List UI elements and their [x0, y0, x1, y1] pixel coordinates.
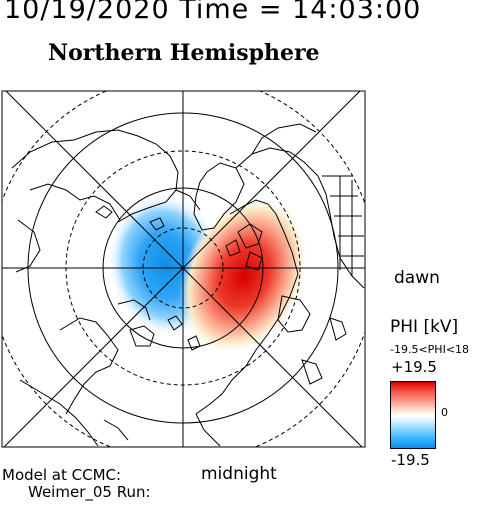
colorbar-max-label: +19.5: [391, 358, 437, 376]
colorbar-title: PHI [kV]: [390, 317, 459, 337]
colorbar-range: -19.5<PHI<18: [390, 343, 470, 356]
positive-potential-cell: [179, 197, 309, 355]
model-label: Model at CCMC:: [2, 466, 122, 484]
colorbar: [390, 381, 436, 449]
coastlines: [11, 123, 365, 447]
graticule-grid: [322, 175, 364, 276]
dawn-label: dawn: [394, 268, 440, 288]
map-frame: [1, 90, 366, 448]
timestamp: 10/19/2020 Time = 14:03:00: [4, 0, 422, 25]
run-label: Weimer_05 Run:: [28, 483, 151, 501]
midnight-label: midnight: [201, 464, 277, 484]
colorbar-min-label: -19.5: [391, 451, 430, 469]
polar-map: [1, 90, 366, 448]
meridians: [2, 91, 365, 447]
colorbar-zero-label: 0: [441, 406, 448, 419]
plot-title: Northern Hemisphere: [48, 40, 320, 66]
